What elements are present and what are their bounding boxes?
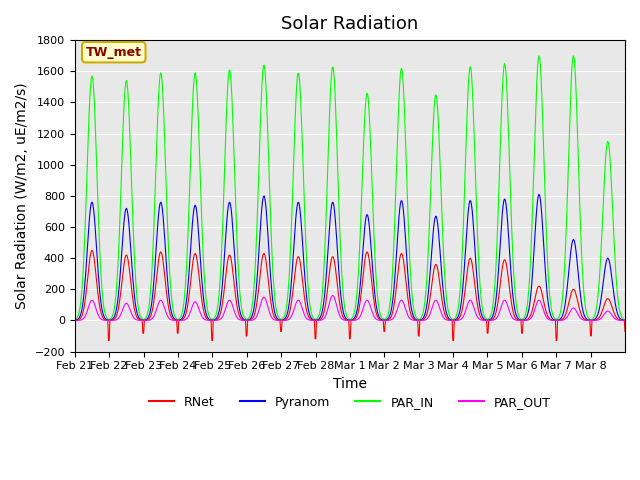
PAR_OUT (329, 293, 337, 299)
RNet (266, 286, 273, 291)
Y-axis label: Solar Radiation (W/m2, uE/m2/s): Solar Radiation (W/m2, uE/m2/s) (15, 83, 29, 309)
PAR_OUT (408, 317, 415, 323)
RNet (621, 329, 629, 335)
Line: Pyranom: Pyranom (75, 194, 625, 320)
PAR_IN (406, 271, 414, 276)
Pyranom (136, 315, 143, 321)
PAR_OUT (136, 317, 143, 323)
Pyranom (237, 311, 244, 316)
Pyranom (264, 229, 271, 235)
RNet (137, 317, 145, 323)
Pyranom (406, 300, 414, 306)
Title: Solar Radiation: Solar Radiation (281, 15, 419, 33)
RNet (88, 248, 96, 253)
Legend: RNet, Pyranom, PAR_IN, PAR_OUT: RNet, Pyranom, PAR_IN, PAR_OUT (144, 391, 556, 414)
Pyranom (535, 192, 543, 197)
PAR_IN (621, 317, 629, 323)
PAR_OUT (285, 317, 292, 323)
PAR_IN (570, 53, 577, 59)
PAR_IN (264, 129, 271, 135)
PAR_OUT (71, 317, 79, 323)
X-axis label: Time: Time (333, 377, 367, 391)
RNet (71, 333, 79, 339)
PAR_OUT (264, 303, 271, 309)
PAR_OUT (237, 317, 244, 323)
Pyranom (71, 317, 79, 323)
RNet (439, 302, 447, 308)
Line: PAR_OUT: PAR_OUT (75, 296, 625, 320)
RNet (238, 316, 246, 322)
PAR_IN (438, 196, 445, 202)
Pyranom (438, 266, 445, 272)
PAR_IN (71, 317, 79, 323)
Line: RNet: RNet (75, 251, 625, 340)
Pyranom (621, 317, 629, 323)
PAR_IN (237, 297, 244, 302)
RNet (105, 337, 113, 343)
PAR_IN (285, 283, 292, 288)
PAR_OUT (621, 317, 629, 323)
RNet (408, 314, 416, 320)
Line: PAR_IN: PAR_IN (75, 56, 625, 320)
PAR_IN (136, 310, 143, 316)
Pyranom (285, 305, 292, 311)
Text: TW_met: TW_met (86, 46, 142, 59)
PAR_OUT (438, 312, 446, 318)
RNet (286, 308, 294, 313)
